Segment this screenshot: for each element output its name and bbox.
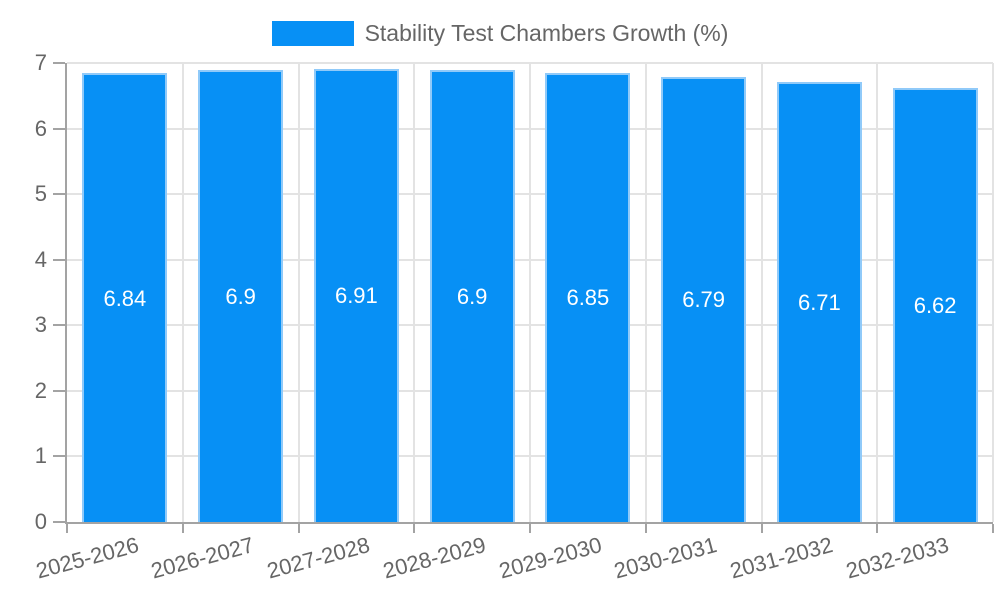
- y-tick-label: 2: [34, 377, 47, 403]
- x-tick-label: 2029-2030: [495, 532, 605, 584]
- x-tick-label: 2025-2026: [32, 532, 142, 584]
- x-gridline: [992, 63, 994, 522]
- bar-2030-2031[interactable]: 6.79: [661, 76, 747, 522]
- x-gridline: [529, 63, 531, 522]
- x-gridline: [413, 63, 416, 522]
- plot-area: 6.84 6.9 6.91 6.9 6.85 6.79 6.71 6.62: [53, 62, 994, 533]
- y-tick-mark: [53, 521, 65, 523]
- chart-legend[interactable]: Stability Test Chambers Growth (%): [0, 20, 1000, 47]
- x-tick-label: 2030-2031: [611, 532, 720, 584]
- x-gridline: [644, 63, 647, 522]
- bar-2032-2033[interactable]: 6.62: [892, 87, 978, 522]
- y-tick-mark: [53, 62, 65, 64]
- y-tick-label: 3: [34, 312, 47, 338]
- y-tick-label: 1: [34, 443, 47, 469]
- x-gridline: [876, 63, 879, 522]
- legend-label: Stability Test Chambers Growth (%): [364, 20, 729, 46]
- y-tick-mark: [53, 193, 65, 196]
- bar-value-label: 6.9: [225, 283, 256, 309]
- bar-value-label: 6.85: [566, 285, 610, 311]
- bar-value-label: 6.91: [334, 283, 378, 309]
- x-tick-mark: [992, 524, 994, 533]
- bar-value-label: 6.84: [103, 285, 147, 311]
- y-tick-mark: [53, 258, 65, 261]
- bar-value-label: 6.62: [913, 292, 957, 318]
- x-tick-label: 2031-2032: [727, 532, 836, 584]
- x-tick-label: 2026-2027: [148, 532, 257, 584]
- x-tick-mark: [413, 524, 416, 533]
- x-gridline: [760, 63, 763, 522]
- y-tick-mark: [53, 127, 65, 130]
- x-tick-mark: [760, 524, 763, 533]
- y-tick-label: 0: [34, 509, 47, 534]
- bar-2027-2028[interactable]: 6.91: [313, 68, 399, 522]
- x-tick-label: 2032-2033: [843, 532, 952, 584]
- y-tick-label: 5: [34, 181, 47, 207]
- bar-value-label: 6.79: [682, 287, 726, 313]
- bar-2031-2032[interactable]: 6.71: [776, 82, 862, 522]
- x-tick-label: 2027-2028: [264, 532, 373, 584]
- legend-swatch: [271, 21, 354, 46]
- x-tick-mark: [66, 524, 68, 533]
- y-axis-line: [65, 63, 67, 524]
- bar-value-label: 6.71: [797, 290, 841, 315]
- y-tick-label: 4: [34, 246, 47, 272]
- bar-value-label: 6.9: [456, 283, 488, 309]
- y-tick-label: 6: [34, 115, 47, 141]
- x-tick-mark: [181, 524, 184, 533]
- bar-2026-2027[interactable]: 6.9: [198, 69, 284, 522]
- bar-2025-2026[interactable]: 6.84: [82, 73, 168, 522]
- x-gridline: [181, 63, 184, 522]
- x-tick-label: 2028-2029: [380, 532, 489, 584]
- bar-2028-2029[interactable]: 6.9: [429, 69, 515, 522]
- y-tick-mark: [53, 455, 65, 458]
- y-tick-label: 7: [34, 50, 47, 75]
- x-gridline: [297, 63, 300, 522]
- bar-2029-2030[interactable]: 6.85: [545, 72, 631, 522]
- y-tick-mark: [53, 324, 65, 327]
- y-tick-mark: [53, 389, 65, 392]
- x-axis-line: [65, 522, 993, 524]
- x-tick-mark: [529, 524, 531, 533]
- x-tick-mark: [876, 524, 879, 533]
- x-tick-mark: [297, 524, 300, 533]
- x-tick-mark: [644, 524, 647, 533]
